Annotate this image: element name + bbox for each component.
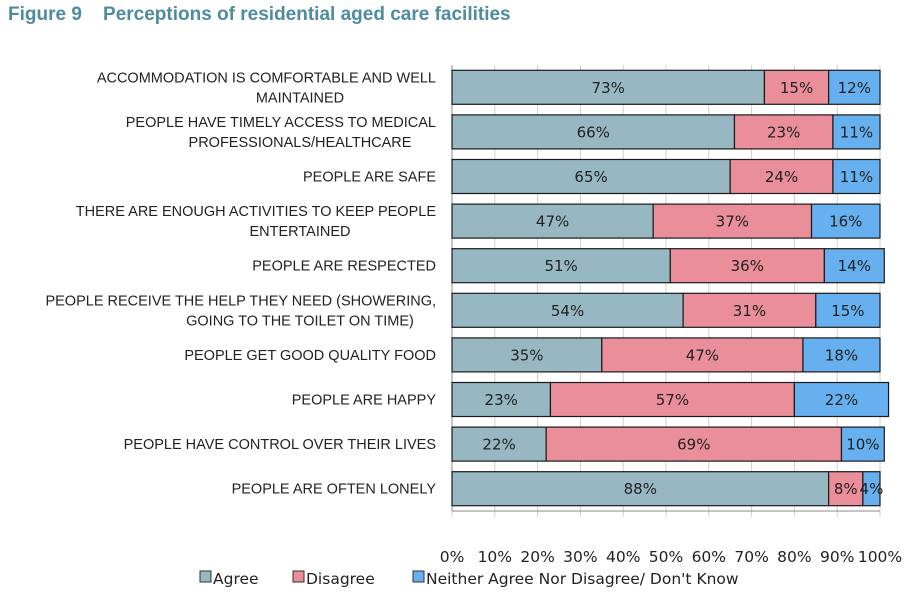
- category-label: PEOPLE ARE OFTEN LONELY: [232, 482, 437, 498]
- bar-segment-neither: [840, 426, 885, 462]
- data-label: 11%: [840, 168, 873, 186]
- data-label: 10%: [846, 436, 879, 454]
- x-tick-label: 100%: [858, 548, 902, 566]
- data-label: 24%: [765, 168, 798, 186]
- category-label: THERE ARE ENOUGH ACTIVITIES TO KEEP PEOP…: [76, 204, 437, 220]
- bar-segment-neither: [832, 158, 881, 195]
- data-label: 35%: [510, 346, 543, 364]
- bar-segment-neither: [815, 292, 881, 328]
- bar-segment-agree: [451, 158, 731, 195]
- category-label: PEOPLE HAVE TIMELY ACCESS TO MEDICAL: [126, 115, 436, 131]
- bar-segment-disagree: [763, 69, 830, 105]
- bar-segment-agree: [451, 337, 603, 373]
- data-label: 23%: [485, 391, 518, 409]
- bar-segment-agree: [451, 69, 766, 105]
- data-label: 47%: [536, 213, 569, 231]
- x-tick-label: 70%: [734, 548, 768, 566]
- data-label: 15%: [831, 302, 864, 320]
- data-label: 36%: [731, 257, 764, 275]
- bar-segment-neither: [793, 381, 890, 418]
- x-tick-label: 80%: [777, 548, 811, 566]
- data-label: 18%: [825, 346, 858, 364]
- data-label: 16%: [829, 213, 862, 231]
- category-label: PEOPLE RECEIVE THE HELP THEY NEED (SHOWE…: [45, 293, 436, 309]
- category-label: PEOPLE ARE HAPPY: [292, 393, 437, 409]
- data-label: 51%: [544, 257, 577, 275]
- data-label: 37%: [716, 213, 749, 231]
- bar-segment-neither: [828, 69, 881, 105]
- data-label: 65%: [574, 168, 607, 186]
- bar-segment-disagree: [669, 248, 825, 284]
- category-label: ACCOMMODATION IS COMFORTABLE AND WELL: [97, 70, 436, 86]
- x-tick-label: 40%: [606, 548, 640, 566]
- bar-segment-disagree: [549, 381, 796, 418]
- x-tick-label: 0%: [440, 548, 465, 566]
- bar-segment-neither: [823, 248, 885, 284]
- x-tick-label: 60%: [692, 548, 726, 566]
- legend-label: Disagree: [306, 570, 375, 588]
- bar-segment-neither: [862, 471, 881, 507]
- bar-segment-agree: [451, 114, 736, 150]
- bar-segment-disagree: [545, 426, 843, 462]
- x-tick-label: 50%: [649, 548, 683, 566]
- category-label: PROFESSIONALS/HEALTHCARE: [189, 135, 412, 151]
- data-label: 66%: [577, 123, 610, 141]
- legend-label: Agree: [213, 570, 259, 588]
- bar-segment-neither: [810, 203, 881, 239]
- category-label: PEOPLE ARE SAFE: [303, 170, 436, 186]
- legend-swatch: [292, 570, 305, 583]
- bar-segment-agree: [451, 203, 654, 239]
- data-label: 88%: [624, 480, 657, 498]
- bar-segment-disagree: [682, 292, 817, 328]
- data-label: 73%: [592, 79, 625, 97]
- category-label: PEOPLE GET GOOD QUALITY FOOD: [184, 348, 436, 364]
- data-label: 47%: [686, 346, 719, 364]
- x-tick-label: 30%: [563, 548, 597, 566]
- bar-segment-disagree: [652, 203, 813, 239]
- legend-swatch: [412, 570, 425, 583]
- data-label: 54%: [551, 302, 584, 320]
- figure-title: Figure 9 Perceptions of residential aged…: [8, 4, 511, 25]
- category-label: PEOPLE ARE RESPECTED: [252, 259, 436, 275]
- data-label: 22%: [825, 391, 858, 409]
- bar-segment-agree: [451, 248, 671, 284]
- bar-segment-neither: [832, 114, 881, 150]
- bar-segment-neither: [802, 337, 881, 373]
- category-label: GOING TO THE TOILET ON TIME): [186, 313, 414, 329]
- bar-segment-disagree: [729, 158, 834, 195]
- x-tick-label: 10%: [478, 548, 512, 566]
- category-label: ENTERTAINED: [250, 224, 351, 240]
- data-label: 23%: [767, 123, 800, 141]
- data-label: 69%: [677, 436, 710, 454]
- data-label: 31%: [733, 302, 766, 320]
- data-label: 8%: [834, 480, 858, 498]
- bar-segment-disagree: [828, 471, 864, 507]
- data-label: 12%: [838, 79, 871, 97]
- category-label: PEOPLE HAVE CONTROL OVER THEIR LIVES: [124, 437, 436, 453]
- x-tick-label: 20%: [520, 548, 554, 566]
- data-label: 11%: [840, 123, 873, 141]
- bar-segment-agree: [451, 471, 830, 507]
- x-tick-label: 90%: [820, 548, 854, 566]
- data-label: 15%: [780, 79, 813, 97]
- data-label: 4%: [860, 480, 884, 498]
- data-label: 22%: [482, 436, 515, 454]
- legend-swatch: [199, 570, 212, 583]
- legend-label: Neither Agree Nor Disagree/ Don't Know: [426, 570, 739, 588]
- data-label: 57%: [656, 391, 689, 409]
- category-label: MAINTAINED: [256, 90, 344, 106]
- data-label: 14%: [838, 257, 871, 275]
